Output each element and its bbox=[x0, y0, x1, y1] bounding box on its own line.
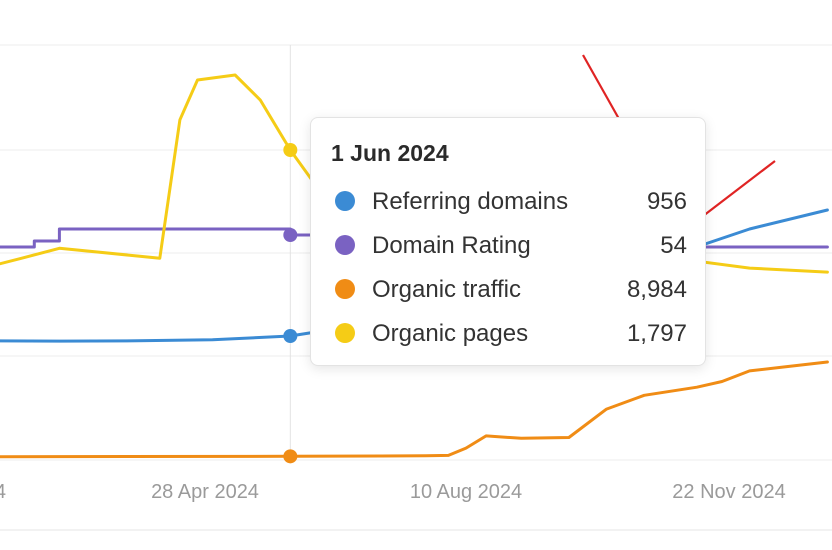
series-line-organic-traffic bbox=[0, 360, 829, 459]
hover-point-organic-pages bbox=[283, 143, 298, 157]
organic-traffic-dot-icon bbox=[335, 279, 355, 299]
tooltip-row-organic-traffic: Organic traffic 8,984 bbox=[331, 272, 687, 306]
tooltip-row-value: 1,797 bbox=[626, 320, 687, 347]
hover-tooltip: 1 Jun 2024 Referring domains 956 Domain … bbox=[310, 117, 706, 366]
tooltip-row-domain-rating: Domain Rating 54 bbox=[331, 228, 687, 262]
tooltip-date: 1 Jun 2024 bbox=[331, 140, 449, 166]
tooltip-row-value: 8,984 bbox=[626, 276, 687, 303]
hover-point-domain-rating bbox=[283, 228, 298, 242]
tooltip-row-organic-pages: Organic pages 1,797 bbox=[331, 316, 687, 350]
tooltip-row-value: 956 bbox=[646, 188, 687, 215]
hover-point-referring-domains bbox=[283, 329, 298, 343]
organic-pages-dot-icon bbox=[335, 323, 355, 343]
x-tick-label: 10 Aug 2024 bbox=[410, 481, 522, 503]
tooltip-row-label: Referring domains bbox=[372, 188, 569, 215]
x-tick-label: 4 bbox=[0, 481, 6, 503]
referring-domains-dot-icon bbox=[335, 191, 355, 211]
hover-markers bbox=[283, 143, 298, 464]
hover-point-organic-traffic bbox=[283, 449, 298, 464]
x-tick-label: 28 Apr 2024 bbox=[151, 481, 259, 503]
tooltip-row-value: 54 bbox=[660, 232, 687, 259]
tooltip-row-referring-domains: Referring domains 956 bbox=[331, 184, 687, 218]
tooltip-row-label: Organic traffic bbox=[372, 276, 521, 303]
x-tick-label: 22 Nov 2024 bbox=[672, 481, 785, 503]
tooltip-row-label: Organic pages bbox=[372, 320, 529, 347]
domain-rating-dot-icon bbox=[335, 235, 355, 255]
x-axis-ticks: 4 28 Apr 2024 10 Aug 2024 22 Nov 2024 bbox=[0, 481, 786, 503]
tooltip-row-label: Domain Rating bbox=[372, 232, 531, 259]
